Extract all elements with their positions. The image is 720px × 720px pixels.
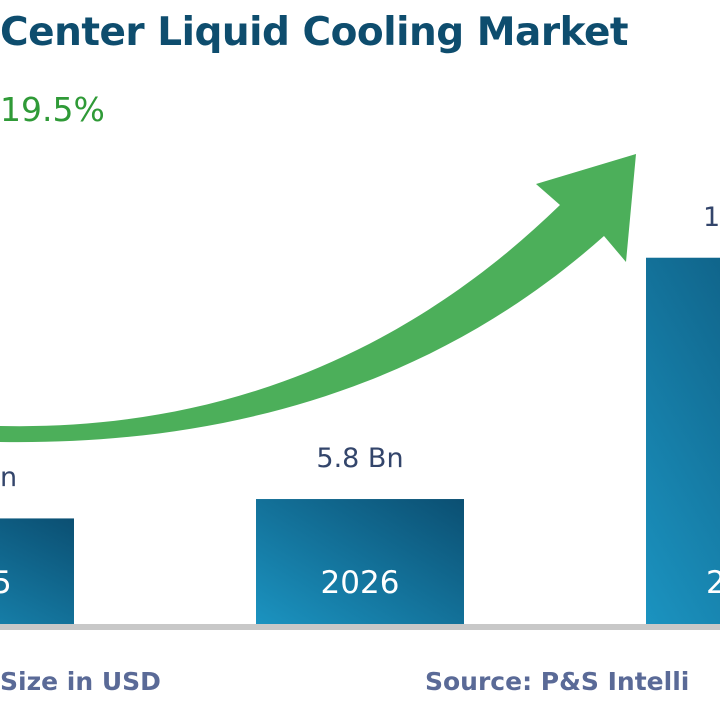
cagr-label: 19.5% bbox=[0, 90, 105, 129]
chart-title: Center Liquid Cooling Market bbox=[0, 10, 629, 55]
footer-source-label: Source: P&S Intelli bbox=[425, 667, 690, 696]
value-label: 5.8 Bn bbox=[316, 443, 404, 475]
bar bbox=[646, 257, 720, 624]
value-label: 1 bbox=[703, 201, 720, 233]
year-label: 5 bbox=[0, 565, 12, 601]
x-axis-line bbox=[0, 624, 720, 630]
year-label: 2026 bbox=[320, 565, 400, 601]
bar bbox=[0, 518, 74, 624]
value-label: n bbox=[0, 462, 18, 494]
growth-arrow-icon bbox=[0, 154, 636, 443]
footer-unit-label: Size in USD bbox=[0, 667, 161, 696]
bar bbox=[256, 499, 464, 624]
year-label: 2 bbox=[706, 565, 720, 601]
